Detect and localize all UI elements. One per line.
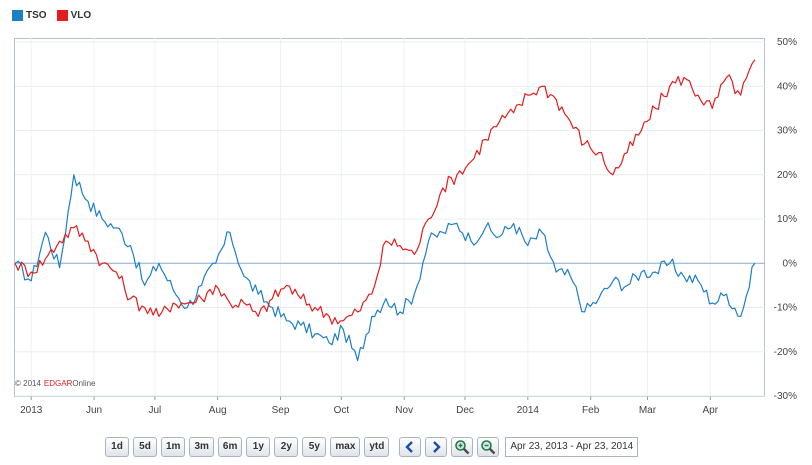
zoom-in-icon xyxy=(455,440,470,455)
y-tick-label: -30% xyxy=(774,391,797,402)
legend-swatch-tso xyxy=(12,10,23,21)
range-button-1d[interactable]: 1d xyxy=(105,437,129,457)
copyright: © 2014 EDGAROnline xyxy=(15,379,96,388)
plot-area xyxy=(14,38,765,397)
zoom-out-button[interactable] xyxy=(477,437,500,457)
range-button-5y[interactable]: 5y xyxy=(302,437,327,457)
legend-label-tso: TSO xyxy=(26,10,47,21)
y-tick-label: 50% xyxy=(777,37,797,48)
x-tick-label: Jun xyxy=(86,405,102,416)
legend-item-vlo[interactable]: VLO xyxy=(56,10,92,21)
x-tick-label: Nov xyxy=(395,405,413,416)
series-line-vlo xyxy=(14,59,756,325)
date-range-field[interactable]: Apr 23, 2013 - Apr 23, 2014 xyxy=(505,437,639,457)
scroll-left-button[interactable] xyxy=(399,437,422,457)
y-tick-label: 0% xyxy=(783,258,798,269)
range-button-1m[interactable]: 1m xyxy=(161,437,186,457)
range-button-6m[interactable]: 6m xyxy=(217,437,243,457)
series-line-tso xyxy=(14,174,756,362)
zoom-in-button[interactable] xyxy=(451,437,474,457)
range-button-max[interactable]: max xyxy=(330,437,361,457)
range-toolbar: 1d 5d 1m 3m 6m 1y 2y 5y max ytd Apr 23, … xyxy=(105,436,639,458)
x-tick-label: Apr xyxy=(702,405,718,416)
legend: TSO VLO xyxy=(12,10,91,21)
x-tick-label: Sep xyxy=(272,405,290,416)
range-button-1y[interactable]: 1y xyxy=(246,437,271,457)
legend-item-tso[interactable]: TSO xyxy=(12,10,47,21)
x-tick-label: Mar xyxy=(639,405,657,416)
y-tick-label: -20% xyxy=(774,347,797,358)
y-tick-label: -10% xyxy=(774,303,797,314)
range-button-3m[interactable]: 3m xyxy=(189,437,214,457)
range-button-2y[interactable]: 2y xyxy=(274,437,299,457)
x-tick-label: Jul xyxy=(148,405,161,416)
y-tick-label: 10% xyxy=(777,214,797,225)
y-tick-label: 40% xyxy=(777,81,797,92)
x-tick-label: Oct xyxy=(334,405,350,416)
scroll-right-button[interactable] xyxy=(425,437,448,457)
x-tick-label: 2013 xyxy=(20,405,43,416)
x-tick-label: Aug xyxy=(209,405,227,416)
range-button-ytd[interactable]: ytd xyxy=(364,437,390,457)
y-tick-label: 20% xyxy=(777,170,797,181)
chevron-right-icon xyxy=(433,441,442,453)
chevron-left-icon xyxy=(405,441,414,453)
y-tick-label: 30% xyxy=(777,126,797,137)
x-tick-label: Dec xyxy=(456,405,474,416)
legend-swatch-vlo xyxy=(56,10,68,21)
chart: 50% 40% 30% 20% 10% 0% -10% -20% -30% 2013 Jun Jul… xyxy=(12,10,798,416)
range-button-5d[interactable]: 5d xyxy=(133,437,157,457)
x-tick-label: 2014 xyxy=(517,405,540,416)
zoom-out-icon xyxy=(481,440,496,455)
chart-svg: 50% 40% 30% 20% 10% 0% -10% -20% -30% 2013 Jun Jul… xyxy=(14,37,798,416)
x-tick-label: Feb xyxy=(582,405,600,416)
legend-label-vlo: VLO xyxy=(70,10,92,21)
